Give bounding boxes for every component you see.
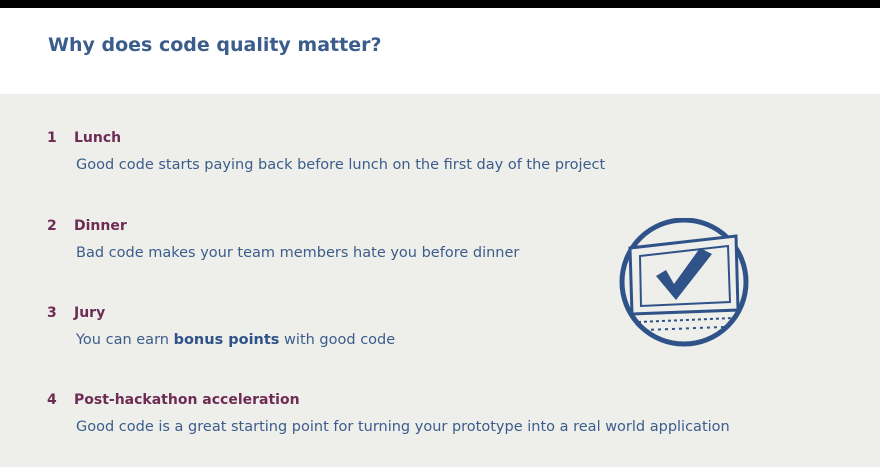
item-description: Bad code makes your team members hate yo… [76, 245, 520, 261]
item-description: You can earn bonus points with good code [76, 332, 395, 348]
laptop-checkmark-icon [619, 218, 749, 347]
description-text: with good code [279, 332, 396, 348]
item-number: 2 [47, 218, 57, 234]
item-heading: Post-hackathon acceleration [74, 392, 300, 408]
page-title: Why does code quality matter? [48, 34, 382, 56]
item-description: Good code starts paying back before lunc… [76, 157, 606, 173]
top-border [0, 0, 880, 8]
item-number: 3 [47, 305, 57, 321]
header: Why does code quality matter? [0, 8, 880, 94]
item-description: Good code is a great starting point for … [76, 419, 730, 435]
item-heading: Jury [74, 305, 106, 321]
item-number: 1 [47, 130, 57, 146]
item-heading: Lunch [74, 130, 122, 146]
item-number: 4 [47, 392, 57, 408]
item-heading: Dinner [74, 218, 127, 234]
bonus-points-emphasis: bonus points [173, 332, 280, 348]
description-text: You can earn [76, 332, 174, 348]
content-panel: 1 Lunch Good code starts paying back bef… [0, 94, 880, 467]
